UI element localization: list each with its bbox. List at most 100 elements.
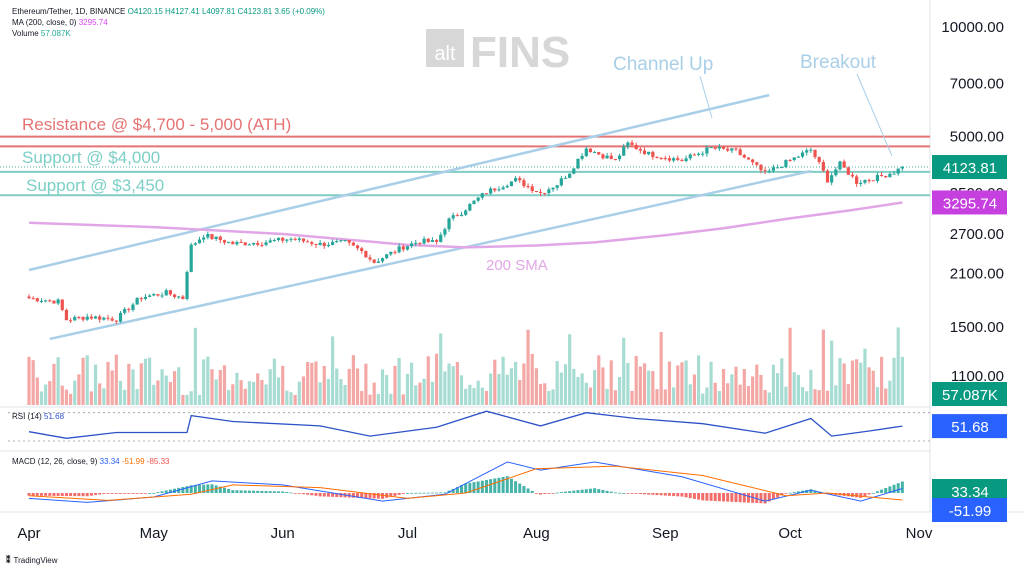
volume-bar bbox=[247, 381, 252, 405]
candle-body bbox=[513, 178, 518, 182]
volume-bar bbox=[834, 385, 838, 405]
volume-bar bbox=[563, 364, 568, 405]
macd-hist-bar bbox=[638, 493, 642, 495]
volume-bar bbox=[534, 368, 538, 405]
candle-body bbox=[44, 300, 48, 302]
candle-body bbox=[771, 167, 776, 171]
macd-hist-bar bbox=[584, 489, 588, 493]
candle-body bbox=[617, 155, 622, 160]
volume-bar bbox=[884, 388, 888, 405]
candle-body bbox=[368, 257, 372, 260]
volume-bar bbox=[626, 362, 630, 405]
volume-bar bbox=[855, 359, 859, 405]
volume-bar bbox=[264, 384, 268, 405]
sma-label: 200 SMA bbox=[486, 257, 548, 274]
volume-bar bbox=[805, 391, 809, 405]
candle-body bbox=[468, 204, 472, 211]
volume-bar bbox=[222, 365, 227, 405]
volume-bar bbox=[426, 356, 430, 405]
candle-body bbox=[364, 250, 368, 258]
macd-hist-bar bbox=[277, 491, 281, 493]
candle-body bbox=[426, 238, 430, 243]
macd-hist-bar bbox=[593, 488, 597, 493]
badge-macd: 33.34 bbox=[951, 484, 989, 501]
macd-hist-bar bbox=[214, 485, 218, 493]
time-tick-may: May bbox=[140, 525, 169, 542]
candle-body bbox=[360, 248, 364, 251]
candle-body bbox=[243, 242, 247, 246]
macd-hist-bar bbox=[123, 493, 127, 494]
candle-body bbox=[684, 158, 688, 162]
volume-bar bbox=[526, 329, 530, 405]
candle-body bbox=[335, 241, 339, 243]
candle-body bbox=[696, 153, 701, 155]
candle-body bbox=[343, 240, 347, 242]
macd-hist-bar bbox=[268, 491, 272, 493]
volume-bar bbox=[60, 385, 64, 405]
candle-body bbox=[389, 251, 393, 255]
time-tick-jun: Jun bbox=[271, 525, 295, 542]
candle-body bbox=[351, 242, 355, 246]
volume-bar bbox=[638, 366, 642, 405]
candle-body bbox=[509, 181, 514, 186]
volume-bar bbox=[218, 369, 222, 405]
badge-price: 4123.81 bbox=[943, 160, 997, 177]
macd-hist-bar bbox=[301, 493, 305, 495]
macd-hist-bar bbox=[709, 493, 713, 501]
volume-bar bbox=[543, 383, 547, 405]
tradingview-footer: ⁑ TradingView bbox=[6, 555, 58, 566]
candle-body bbox=[859, 182, 863, 184]
candle-body bbox=[867, 180, 871, 182]
macd-hist-bar bbox=[393, 493, 397, 496]
volume-bar bbox=[439, 333, 443, 405]
candle-body bbox=[647, 151, 651, 155]
ma-label: MA (200, close, 0) bbox=[12, 18, 77, 27]
macd-hist-bar bbox=[759, 493, 763, 504]
macd-hist-bar bbox=[568, 491, 572, 493]
volume-bar bbox=[160, 369, 164, 405]
volume-bar bbox=[871, 370, 875, 405]
badge-rsi-bg bbox=[932, 414, 1007, 439]
volume-bar bbox=[156, 380, 160, 405]
macd-hist-bar bbox=[900, 481, 904, 493]
watermark-alt: alt bbox=[434, 43, 456, 65]
candle-body bbox=[530, 186, 534, 192]
volume-bar bbox=[31, 360, 35, 405]
volume-bar bbox=[892, 357, 896, 405]
macd-hist-bar bbox=[260, 490, 264, 493]
candle-body bbox=[472, 200, 476, 205]
candle-body bbox=[156, 294, 160, 296]
macd-hist-bar bbox=[243, 490, 247, 493]
macd-hist-bar bbox=[672, 493, 676, 497]
candle-body bbox=[48, 300, 52, 302]
volume-bar bbox=[509, 368, 514, 405]
candle-body bbox=[680, 159, 684, 162]
volume-bar bbox=[717, 390, 721, 405]
volume-bar bbox=[206, 356, 210, 405]
candle-body bbox=[642, 150, 647, 155]
volume-bar bbox=[455, 361, 459, 405]
volume-bar bbox=[859, 362, 863, 405]
volume-bar bbox=[505, 374, 509, 405]
macd-hist-bar bbox=[239, 490, 243, 493]
macd-hist-bar bbox=[746, 493, 750, 503]
candle-body bbox=[626, 142, 630, 147]
macd-hist-bar bbox=[622, 493, 626, 494]
candle-body bbox=[372, 259, 376, 263]
candle-body bbox=[855, 176, 859, 184]
badge-signal: -51.99 bbox=[949, 503, 992, 520]
volume-bar bbox=[900, 356, 904, 405]
macd-hist-bar bbox=[314, 493, 318, 496]
candle-body bbox=[27, 296, 31, 299]
volume-bar bbox=[85, 355, 89, 405]
volume-bar bbox=[131, 369, 135, 405]
macd-hist-bar bbox=[626, 493, 630, 494]
macd-hist-bar bbox=[56, 493, 60, 496]
macd-hist-bar bbox=[676, 493, 680, 497]
candle-body bbox=[493, 188, 497, 191]
macd-hist-bar bbox=[256, 490, 260, 493]
macd-hist-bar bbox=[39, 493, 43, 496]
hist-value: -85.33 bbox=[146, 457, 170, 466]
macd-hist-bar bbox=[376, 493, 380, 499]
